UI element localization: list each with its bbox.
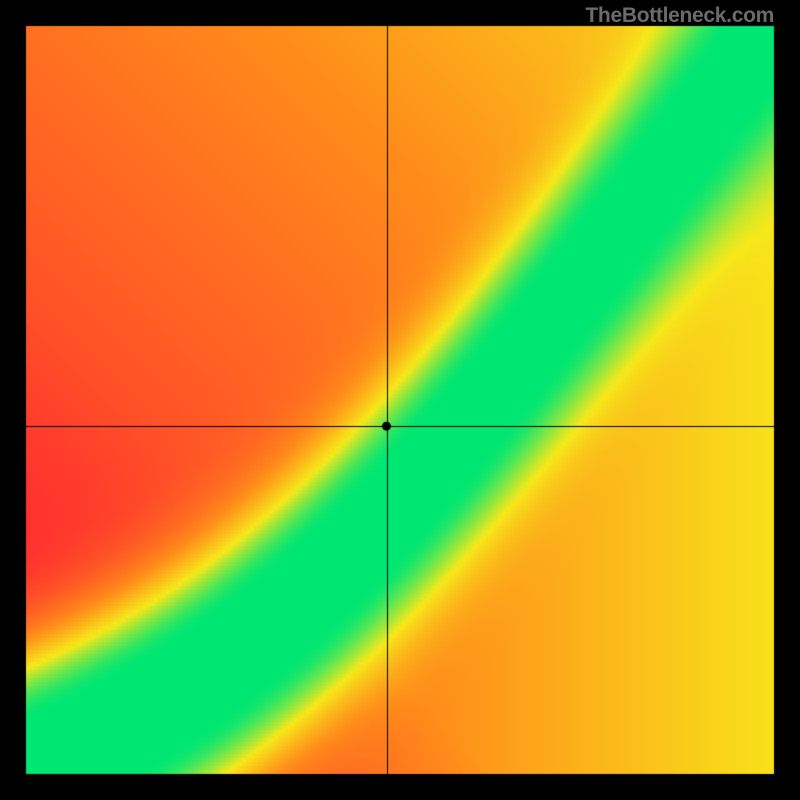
bottleneck-chart: TheBottleneck.com (0, 0, 800, 800)
heatmap-canvas (0, 0, 800, 800)
watermark-text: TheBottleneck.com (585, 4, 774, 28)
